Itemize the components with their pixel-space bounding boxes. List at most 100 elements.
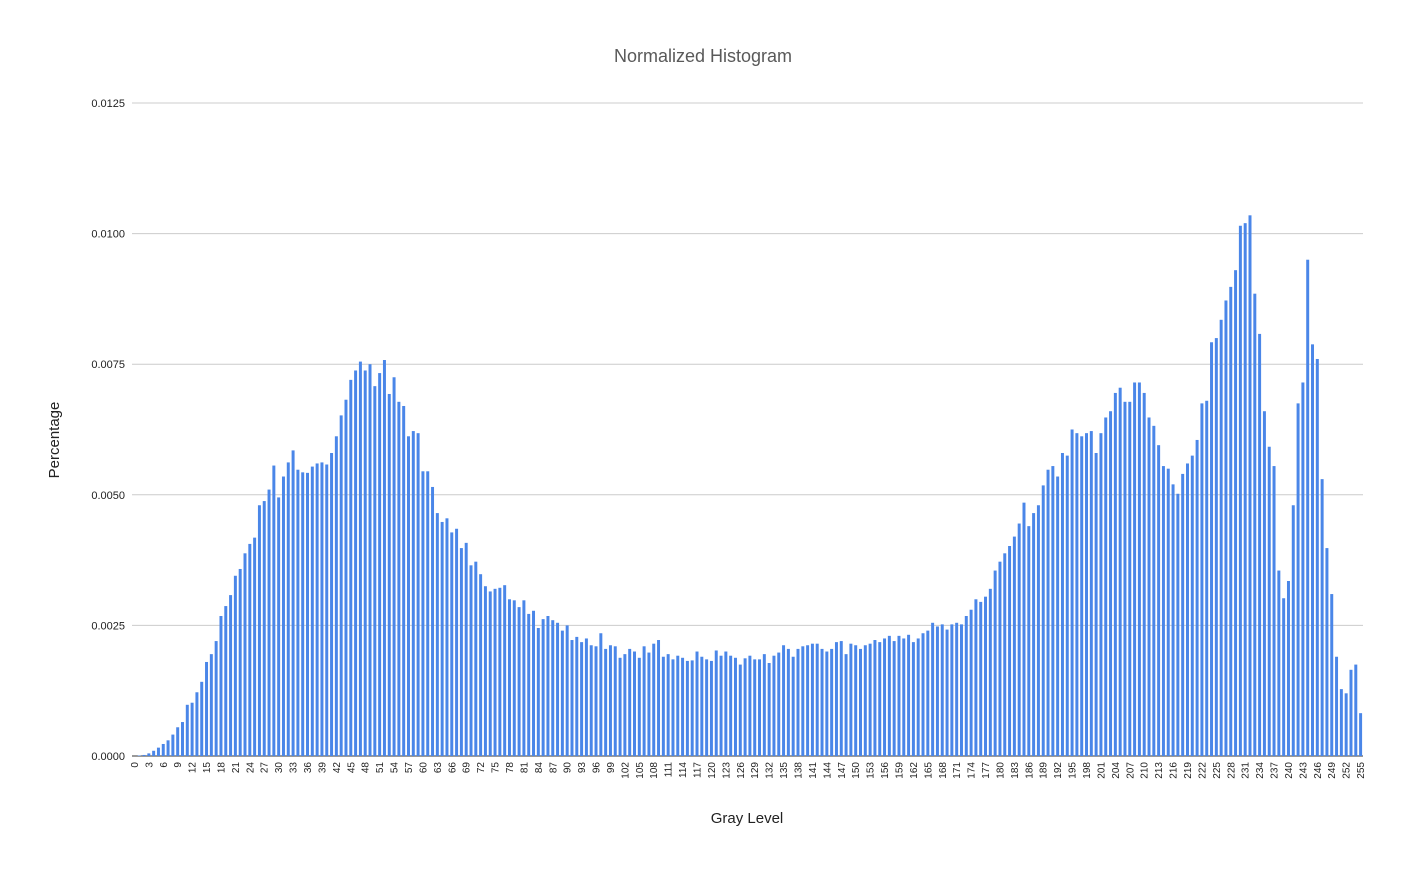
x-tick-label: 192	[1053, 762, 1064, 779]
bar	[762, 654, 766, 756]
x-tick-label: 132	[765, 762, 776, 779]
bar	[1262, 411, 1266, 756]
bar	[205, 661, 209, 756]
bar	[1291, 505, 1295, 756]
bar	[464, 542, 468, 756]
bar	[695, 651, 699, 756]
bar	[786, 648, 790, 756]
bar	[1003, 553, 1007, 756]
bar	[267, 489, 271, 756]
x-tick-label: 153	[866, 762, 877, 779]
bar	[358, 361, 362, 756]
x-tick-label: 111	[664, 762, 675, 778]
bar	[1306, 259, 1310, 756]
x-tick-label: 180	[995, 762, 1006, 779]
bar	[935, 626, 939, 756]
bar	[724, 651, 728, 756]
x-tick-label: 81	[519, 762, 530, 774]
bar	[1258, 333, 1262, 756]
bar	[642, 646, 646, 756]
bar	[1022, 502, 1026, 756]
x-tick-label: 48	[361, 762, 372, 774]
x-tick-label: 249	[1327, 762, 1338, 779]
bar	[536, 628, 540, 756]
x-tick-label: 252	[1342, 762, 1353, 779]
bar	[349, 379, 353, 756]
bar	[421, 471, 425, 756]
bar	[1036, 505, 1040, 756]
bar	[657, 640, 661, 756]
bar	[633, 651, 636, 756]
bar	[382, 360, 386, 756]
bar	[219, 616, 223, 756]
bar	[902, 638, 906, 756]
bar	[931, 622, 935, 756]
bar	[1335, 656, 1339, 756]
bar	[286, 462, 290, 756]
x-tick-label: 219	[1183, 762, 1194, 779]
x-tick-label: 225	[1212, 762, 1223, 779]
y-tick-label: 0.0075	[91, 359, 125, 371]
bar	[498, 587, 502, 756]
x-tick-label: 213	[1154, 762, 1165, 779]
bar	[714, 650, 718, 756]
bar	[705, 659, 709, 756]
x-tick-label: 129	[750, 762, 761, 779]
bar	[979, 601, 983, 756]
bar	[801, 646, 805, 756]
x-tick-label: 126	[736, 762, 747, 779]
bar	[325, 464, 329, 756]
bar	[652, 643, 656, 756]
bar	[1210, 342, 1214, 756]
bar	[907, 634, 911, 756]
bar	[950, 624, 954, 756]
bar	[229, 595, 233, 756]
bar	[854, 645, 858, 756]
bar	[176, 727, 180, 756]
x-axis-ticks: 0 3 6 9 12 15 18 21 24 27 30 33 36 39 42 45 48 51 54 57 60 63…	[130, 762, 1367, 779]
bar	[171, 734, 175, 756]
bar	[296, 469, 300, 756]
bar	[310, 466, 314, 756]
x-tick-label: 138	[793, 762, 804, 779]
x-tick-label: 9	[173, 762, 184, 768]
bar	[839, 641, 843, 756]
x-tick-label: 36	[303, 762, 314, 774]
bar	[493, 588, 497, 756]
bar	[214, 641, 218, 756]
x-tick-label: 102	[620, 762, 631, 779]
bar	[743, 658, 747, 756]
bar	[1286, 581, 1290, 756]
bar	[1330, 594, 1334, 756]
bar	[1176, 493, 1180, 756]
bar	[1344, 693, 1348, 756]
bar	[1205, 400, 1209, 756]
x-tick-label: 90	[563, 762, 574, 774]
bar	[984, 596, 988, 756]
x-tick-label: 72	[476, 762, 487, 774]
x-tick-label: 216	[1169, 762, 1180, 779]
bar	[1248, 215, 1252, 756]
bar	[147, 753, 151, 756]
bar	[911, 642, 915, 756]
bar	[897, 635, 901, 756]
bar	[666, 654, 670, 756]
bar	[166, 740, 170, 756]
bar	[623, 654, 627, 756]
bar	[224, 606, 228, 756]
bar	[1123, 401, 1127, 756]
x-tick-label: 69	[462, 762, 473, 774]
x-tick-label: 75	[491, 762, 502, 774]
x-tick-label: 57	[404, 762, 415, 774]
bar	[926, 630, 930, 756]
bar	[512, 600, 516, 756]
bar	[339, 415, 343, 756]
bar	[719, 655, 723, 756]
y-tick-label: 0.0050	[91, 490, 125, 502]
bar	[152, 750, 156, 756]
bar	[195, 692, 199, 756]
bar	[988, 588, 992, 756]
bar	[1113, 392, 1117, 756]
bar	[1032, 513, 1036, 756]
